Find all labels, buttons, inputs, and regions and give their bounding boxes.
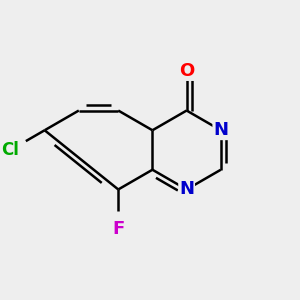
Text: O: O (179, 62, 194, 80)
Text: F: F (112, 220, 124, 238)
Text: N: N (213, 121, 228, 139)
Text: Cl: Cl (2, 141, 20, 159)
Text: N: N (179, 181, 194, 199)
